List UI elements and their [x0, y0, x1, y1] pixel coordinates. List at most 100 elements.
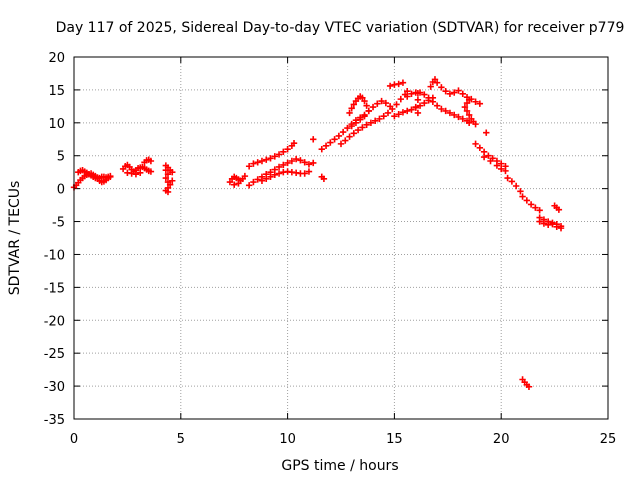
data-point: [395, 111, 402, 118]
data-point: [263, 156, 270, 163]
data-point: [350, 130, 358, 137]
y-axis-label: SDTVAR / TECUs: [7, 181, 23, 296]
data-point: [363, 121, 370, 128]
data-point: [310, 136, 317, 143]
data-point: [502, 167, 509, 175]
data-point: [280, 148, 287, 155]
series-arc-d: [162, 162, 176, 196]
data-point: [429, 98, 437, 105]
data-point: [438, 84, 445, 91]
data-point: [446, 109, 454, 117]
data-point: [395, 80, 402, 88]
data-point: [346, 133, 353, 140]
data-point: [487, 157, 494, 165]
data-point: [455, 87, 462, 94]
data-point: [438, 105, 445, 113]
y-tick-label: 10: [48, 117, 65, 132]
data-point: [463, 107, 471, 115]
data-point: [147, 157, 155, 165]
data-point: [348, 105, 355, 112]
data-point: [369, 103, 377, 111]
data-point: [472, 120, 479, 128]
series-arc-o: [412, 90, 479, 128]
data-point: [557, 224, 565, 232]
data-point: [254, 159, 261, 166]
data-point: [391, 113, 398, 120]
data-point: [284, 159, 291, 167]
y-tick-label: -25: [44, 347, 65, 362]
x-tick-label: 10: [279, 432, 296, 447]
data-point: [465, 119, 473, 127]
data-point: [107, 172, 114, 180]
data-point: [380, 113, 387, 120]
series-arc-b: [75, 167, 114, 186]
data-point: [162, 167, 170, 174]
x-tick-label: 20: [493, 432, 510, 447]
data-point: [427, 83, 434, 90]
data-point: [382, 99, 390, 107]
data-point: [446, 90, 454, 98]
y-tick-label: -10: [44, 248, 65, 263]
series-arc-m: [404, 89, 473, 127]
data-point: [363, 102, 370, 109]
y-tick-label: -30: [44, 380, 65, 395]
data-point: [399, 79, 407, 86]
data-point: [465, 96, 473, 103]
data-point: [280, 161, 287, 169]
data-point: [389, 105, 396, 113]
series-arc-e: [226, 172, 249, 188]
data-point: [288, 157, 296, 165]
data-point: [342, 137, 349, 144]
series-arc-f: [245, 140, 298, 170]
data-point: [399, 109, 407, 116]
data-point: [461, 103, 469, 111]
data-point: [508, 178, 516, 185]
data-point: [480, 153, 488, 161]
data-point: [412, 103, 419, 111]
data-point: [305, 161, 313, 168]
plot-frame: [73, 56, 609, 420]
data-point: [354, 126, 362, 134]
data-point: [455, 113, 462, 121]
data-point: [384, 109, 392, 117]
data-point: [284, 145, 291, 153]
data-point: [169, 177, 176, 184]
data-point: [459, 115, 466, 123]
data-point: [337, 140, 345, 148]
series-arc-q: [504, 174, 543, 214]
data-point: [166, 181, 174, 188]
data-point: [346, 109, 353, 117]
data-point: [258, 157, 266, 165]
data-point: [517, 188, 524, 195]
data-point: [421, 91, 428, 98]
data-point: [147, 168, 155, 175]
data-point: [442, 107, 449, 115]
data-point: [376, 115, 383, 123]
data-point: [519, 193, 526, 200]
data-point: [367, 119, 375, 127]
data-point: [361, 97, 368, 105]
data-point: [226, 178, 234, 186]
data-point: [267, 155, 274, 162]
data-point: [254, 176, 261, 183]
y-tick-label: 0: [57, 183, 65, 198]
data-point: [416, 102, 424, 109]
series-arc-j: [337, 88, 411, 148]
series-arc-n: [427, 76, 490, 136]
data-point: [451, 111, 458, 119]
data-point: [305, 168, 313, 175]
series-arc-r: [536, 202, 565, 232]
data-point: [245, 182, 253, 189]
data-point: [504, 174, 511, 182]
data-point: [339, 128, 347, 136]
data-point: [451, 89, 458, 96]
data-point: [433, 79, 441, 86]
data-point: [408, 90, 415, 98]
data-point: [404, 107, 411, 115]
data-point: [433, 102, 441, 109]
data-point: [408, 106, 415, 113]
axis-ticks: 0 5 10 15 20 25 -35 -30 -25 -20 -15 -10 -5 0 5 10 15 20: [44, 51, 617, 447]
y-tick-label: 15: [48, 84, 65, 99]
data-point: [414, 96, 422, 103]
